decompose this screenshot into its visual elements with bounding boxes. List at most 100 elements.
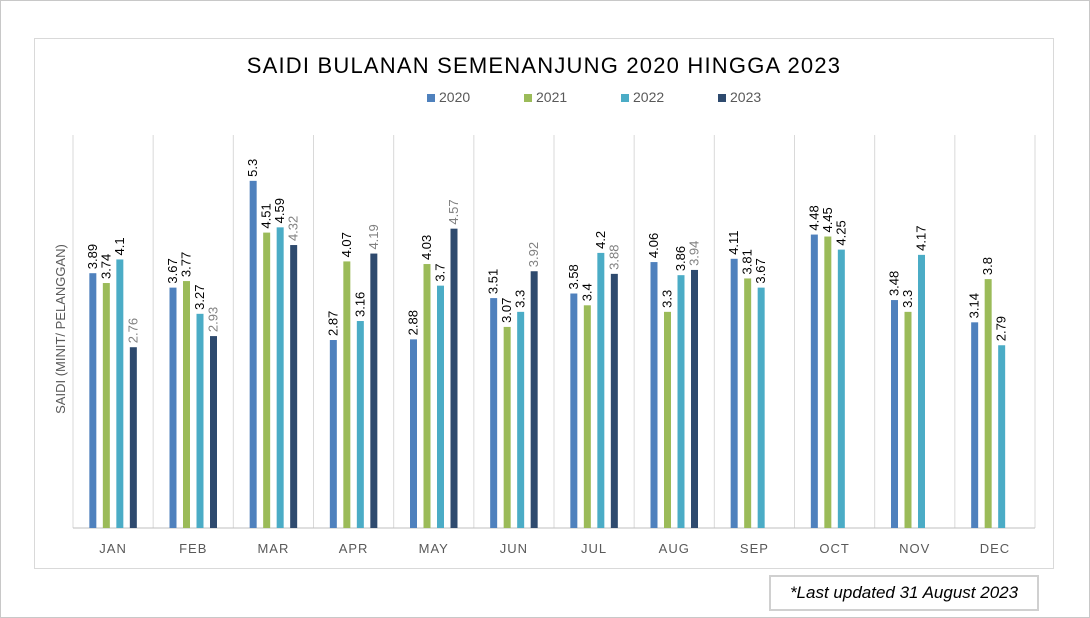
- x-tick-oct: OCT: [819, 541, 849, 556]
- last-updated-text: *Last updated 31 August 2023: [789, 583, 1019, 602]
- y-axis-label: SAIDI (MINIT/ PELANGGAN): [53, 244, 68, 414]
- data-label-jun-2022: 3.3: [513, 290, 528, 308]
- bar-jun-2023: [530, 271, 538, 528]
- bar-oct-2022: [837, 249, 845, 528]
- legend-label-2023: 2023: [730, 89, 761, 105]
- bar-mar-2023: [290, 245, 298, 529]
- data-label-sep-2021: 3.81: [740, 249, 755, 274]
- bar-may-2022: [437, 285, 444, 528]
- legend-swatch-2021: [524, 94, 532, 102]
- data-label-jan-2021: 3.74: [98, 254, 113, 279]
- bar-feb-2022: [196, 313, 204, 528]
- chart-title: SAIDI BULANAN SEMENANJUNG 2020 HINGGA 20…: [247, 53, 841, 78]
- data-label-feb-2023: 2.93: [206, 307, 221, 332]
- data-label-may-2020: 2.88: [406, 310, 421, 335]
- data-label-mar-2021: 4.51: [259, 203, 274, 228]
- data-label-apr-2023: 4.19: [366, 224, 381, 249]
- bar-jan-2022: [116, 259, 124, 528]
- bar-dec-2020: [971, 322, 979, 528]
- saidi-bar-chart: SAIDI BULANAN SEMENANJUNG 2020 HINGGA 20…: [53, 53, 1036, 556]
- x-tick-mar: MAR: [257, 541, 289, 556]
- data-label-may-2021: 4.03: [419, 235, 434, 260]
- data-label-jul-2020: 3.58: [566, 264, 581, 289]
- last-updated-note: *Last updated 31 August 2023: [769, 575, 1039, 611]
- x-tick-nov: NOV: [899, 541, 930, 556]
- bar-mar-2020: [249, 180, 257, 528]
- data-label-aug-2022: 3.86: [673, 246, 688, 271]
- legend-swatch-2022: [621, 94, 629, 102]
- data-label-jun-2020: 3.51: [486, 269, 501, 294]
- data-label-feb-2022: 3.27: [192, 285, 207, 310]
- bar-nov-2021: [904, 311, 912, 528]
- x-tick-may: MAY: [419, 541, 449, 556]
- bar-nov-2022: [918, 254, 925, 529]
- x-tick-dec: DEC: [980, 541, 1010, 556]
- data-label-jul-2023: 3.88: [606, 245, 621, 270]
- data-label-mar-2023: 4.32: [286, 216, 301, 241]
- x-tick-feb: FEB: [179, 541, 207, 556]
- x-tick-apr: APR: [339, 541, 369, 556]
- bar-dec-2022: [998, 345, 1006, 528]
- x-tick-jun: JUN: [500, 541, 528, 556]
- data-label-feb-2020: 3.67: [165, 258, 180, 283]
- bar-dec-2021: [984, 279, 992, 528]
- bar-may-2021: [423, 264, 431, 528]
- data-label-nov-2021: 3.3: [900, 290, 915, 308]
- bar-jun-2022: [517, 311, 525, 528]
- bar-aug-2021: [664, 311, 671, 528]
- legend-swatch-2023: [718, 94, 726, 102]
- data-labels: 3.893.744.12.763.673.773.272.935.34.514.…: [85, 159, 1009, 343]
- data-label-may-2023: 4.57: [446, 199, 461, 224]
- data-label-mar-2020: 5.3: [245, 159, 260, 177]
- data-label-jun-2021: 3.07: [499, 298, 514, 323]
- bar-apr-2023: [370, 253, 378, 528]
- bar-mar-2022: [276, 227, 284, 529]
- data-label-oct-2021: 4.45: [820, 207, 835, 232]
- bar-feb-2023: [210, 336, 217, 528]
- data-label-oct-2020: 4.48: [806, 205, 821, 230]
- data-label-jul-2021: 3.4: [579, 283, 594, 301]
- bar-sep-2022: [757, 287, 765, 528]
- bar-aug-2020: [650, 262, 658, 528]
- bar-may-2020: [410, 339, 417, 528]
- bar-apr-2020: [329, 340, 337, 528]
- bar-may-2023: [450, 228, 458, 529]
- bar-sep-2021: [744, 278, 752, 528]
- bar-oct-2020: [810, 234, 818, 528]
- bar-jun-2020: [490, 298, 498, 528]
- bar-oct-2021: [824, 236, 832, 528]
- x-tick-labels: JAN FEB MAR APR MAY JUN JUL AUG SEP OCT NOV DEC: [99, 541, 1010, 556]
- data-label-aug-2023: 3.94: [687, 241, 702, 266]
- bar-jan-2021: [102, 283, 110, 528]
- bar-apr-2021: [343, 261, 351, 528]
- chart-area: SAIDI BULANAN SEMENANJUNG 2020 HINGGA 20…: [34, 38, 1054, 569]
- bar-jun-2021: [503, 326, 511, 528]
- data-label-dec-2021: 3.8: [980, 257, 995, 275]
- bar-aug-2023: [691, 269, 698, 528]
- data-label-aug-2021: 3.3: [660, 290, 675, 308]
- bar-mar-2021: [263, 232, 271, 528]
- data-label-apr-2021: 4.07: [339, 232, 354, 257]
- bar-apr-2022: [356, 321, 364, 528]
- data-label-jun-2023: 3.92: [526, 242, 541, 267]
- data-label-may-2022: 3.7: [433, 264, 448, 282]
- bar-sep-2020: [730, 258, 738, 528]
- bar-jul-2022: [597, 252, 605, 528]
- x-tick-sep: SEP: [740, 541, 769, 556]
- data-label-sep-2022: 3.67: [753, 258, 768, 283]
- data-label-dec-2022: 2.79: [994, 316, 1009, 341]
- bar-feb-2020: [169, 287, 177, 528]
- bar-jul-2023: [610, 273, 618, 528]
- x-tick-jul: JUL: [581, 541, 607, 556]
- bar-jul-2020: [570, 293, 578, 528]
- data-label-jan-2020: 3.89: [85, 244, 100, 269]
- bar-jan-2020: [89, 273, 97, 528]
- legend-label-2022: 2022: [633, 89, 664, 105]
- category-gridlines: [72, 135, 1036, 529]
- bars: [89, 180, 1006, 529]
- bar-jan-2023: [129, 347, 137, 528]
- bar-jul-2021: [583, 305, 591, 528]
- bar-feb-2021: [183, 281, 190, 528]
- data-label-jan-2022: 4.1: [112, 237, 127, 255]
